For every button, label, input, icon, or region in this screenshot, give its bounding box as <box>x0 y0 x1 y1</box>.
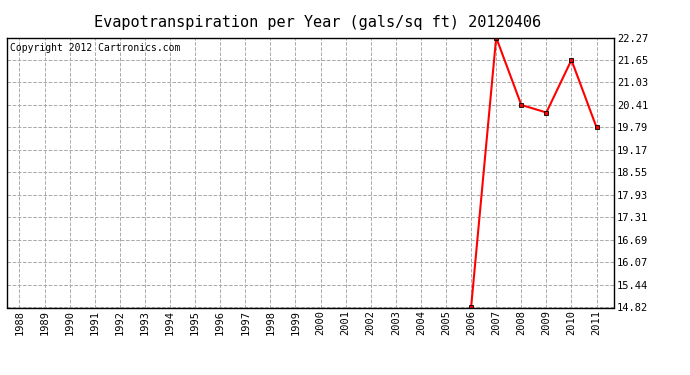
Text: Copyright 2012 Cartronics.com: Copyright 2012 Cartronics.com <box>10 43 180 53</box>
Text: Evapotranspiration per Year (gals/sq ft) 20120406: Evapotranspiration per Year (gals/sq ft)… <box>94 15 541 30</box>
